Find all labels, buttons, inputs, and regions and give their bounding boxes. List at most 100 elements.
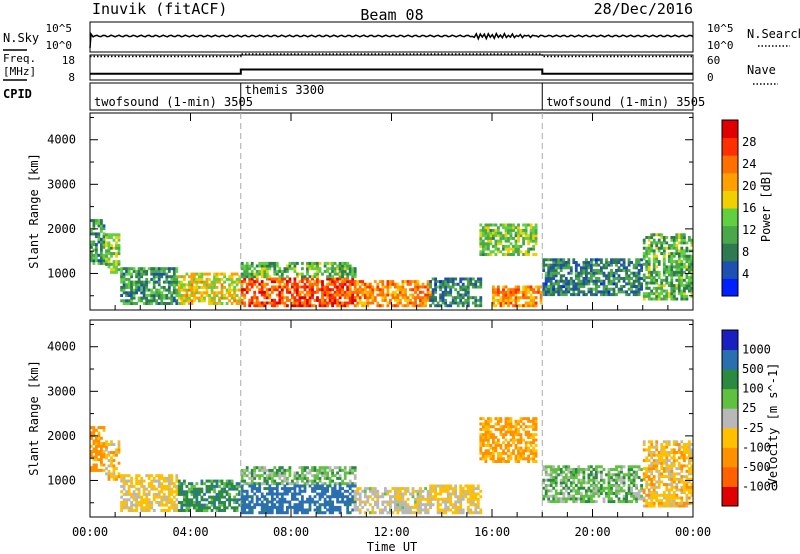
heatmap-cell bbox=[288, 261, 292, 265]
heatmap-cell bbox=[680, 451, 684, 454]
heatmap-cell bbox=[373, 296, 377, 300]
heatmap-cell bbox=[381, 280, 385, 284]
heatmap-cell bbox=[112, 252, 116, 256]
heatmap-cell bbox=[333, 466, 337, 470]
heatmap-cell bbox=[188, 280, 191, 284]
heatmap-cell bbox=[190, 482, 194, 486]
heatmap-cell bbox=[509, 454, 513, 458]
heatmap-cell bbox=[683, 236, 686, 239]
heatmap-cell bbox=[331, 468, 334, 472]
heatmap-cell bbox=[685, 281, 689, 285]
heatmap-cell bbox=[137, 503, 141, 507]
heatmap-cell bbox=[177, 283, 181, 287]
heatmap-cell bbox=[396, 505, 400, 509]
heatmap-cell bbox=[517, 253, 520, 256]
heatmap-cell bbox=[662, 496, 666, 500]
heatmap-cell bbox=[685, 456, 689, 460]
heatmap-cell bbox=[356, 304, 360, 308]
heatmap-cell bbox=[446, 495, 450, 499]
heatmap-cell bbox=[117, 475, 121, 479]
heatmap-cell bbox=[635, 290, 638, 294]
heatmap-cell bbox=[363, 503, 367, 507]
heatmap-cell bbox=[291, 267, 294, 271]
heatmap-cell bbox=[162, 296, 166, 300]
heatmap-cell bbox=[162, 476, 166, 480]
power-colorbar-swatch bbox=[722, 155, 738, 174]
heatmap-cell bbox=[562, 293, 566, 297]
heatmap-cell bbox=[394, 285, 397, 289]
heatmap-cell bbox=[260, 261, 264, 265]
heatmap-cell bbox=[650, 236, 654, 239]
heatmap-cell bbox=[193, 492, 196, 496]
heatmap-cell bbox=[587, 494, 591, 498]
heatmap-cell bbox=[112, 443, 116, 446]
heatmap-cell bbox=[110, 451, 113, 454]
heatmap-cell bbox=[688, 260, 691, 264]
heatmap-cell bbox=[180, 294, 184, 297]
heatmap-cell bbox=[358, 492, 362, 496]
heatmap-cell bbox=[172, 503, 176, 507]
heatmap-cell bbox=[476, 497, 480, 501]
heatmap-cell bbox=[685, 501, 689, 505]
heatmap-cell bbox=[592, 279, 596, 283]
heatmap-cell bbox=[120, 506, 123, 510]
heatmap-cell bbox=[680, 265, 684, 269]
heatmap-cell bbox=[125, 294, 128, 297]
heatmap-cell bbox=[524, 433, 528, 437]
heatmap-cell bbox=[137, 487, 141, 491]
heatmap-cell bbox=[130, 283, 133, 287]
heatmap-cell bbox=[690, 254, 694, 258]
heatmap-cell bbox=[572, 468, 576, 471]
heatmap-cell bbox=[248, 500, 252, 504]
heatmap-cell bbox=[635, 266, 638, 270]
heatmap-cell bbox=[323, 466, 327, 470]
heatmap-cell bbox=[213, 283, 216, 287]
heatmap-cell bbox=[497, 285, 500, 289]
y-tick-label: 1000 bbox=[47, 266, 76, 280]
heatmap-cell bbox=[333, 280, 337, 284]
heatmap-cell bbox=[677, 480, 681, 484]
heatmap-cell bbox=[135, 269, 138, 273]
heatmap-cell bbox=[461, 285, 465, 289]
heatmap-cell bbox=[248, 482, 252, 486]
heatmap-cell bbox=[569, 476, 573, 479]
heatmap-cell bbox=[296, 293, 299, 297]
heatmap-cell bbox=[564, 293, 568, 297]
heatmap-cell bbox=[662, 262, 666, 266]
heatmap-cell bbox=[132, 509, 136, 512]
heatmap-cell bbox=[414, 290, 417, 294]
heatmap-cell bbox=[532, 236, 535, 240]
heatmap-cell bbox=[165, 267, 169, 271]
heatmap-cell bbox=[675, 244, 679, 247]
heatmap-cell bbox=[137, 479, 141, 483]
heatmap-cell bbox=[429, 505, 432, 509]
heatmap-cell bbox=[394, 503, 397, 507]
heatmap-cell bbox=[436, 508, 440, 512]
heatmap-cell bbox=[685, 469, 689, 473]
heatmap-cell bbox=[466, 298, 470, 302]
heatmap-cell bbox=[102, 232, 106, 236]
heatmap-cell bbox=[230, 283, 234, 287]
heatmap-cell bbox=[685, 480, 689, 484]
heatmap-cell bbox=[177, 484, 181, 488]
heatmap-cell bbox=[205, 487, 209, 491]
heatmap-cell bbox=[492, 250, 495, 254]
heatmap-cell bbox=[411, 489, 415, 493]
heatmap-cell bbox=[512, 435, 515, 439]
heatmap-cell bbox=[293, 489, 297, 493]
heatmap-cell bbox=[316, 296, 319, 300]
heatmap-cell bbox=[243, 503, 247, 507]
heatmap-cell bbox=[602, 500, 606, 504]
heatmap-cell bbox=[147, 484, 151, 488]
heatmap-cell bbox=[630, 465, 633, 469]
heatmap-cell bbox=[667, 467, 671, 471]
heatmap-cell bbox=[135, 487, 138, 491]
heatmap-cell bbox=[341, 304, 344, 308]
heatmap-cell bbox=[318, 508, 322, 512]
heatmap-cell bbox=[647, 488, 651, 492]
heatmap-cell bbox=[657, 461, 661, 465]
heatmap-cell bbox=[431, 497, 435, 501]
heatmap-cell bbox=[338, 269, 342, 273]
heatmap-cell bbox=[559, 497, 563, 501]
heatmap-cell bbox=[165, 476, 169, 480]
